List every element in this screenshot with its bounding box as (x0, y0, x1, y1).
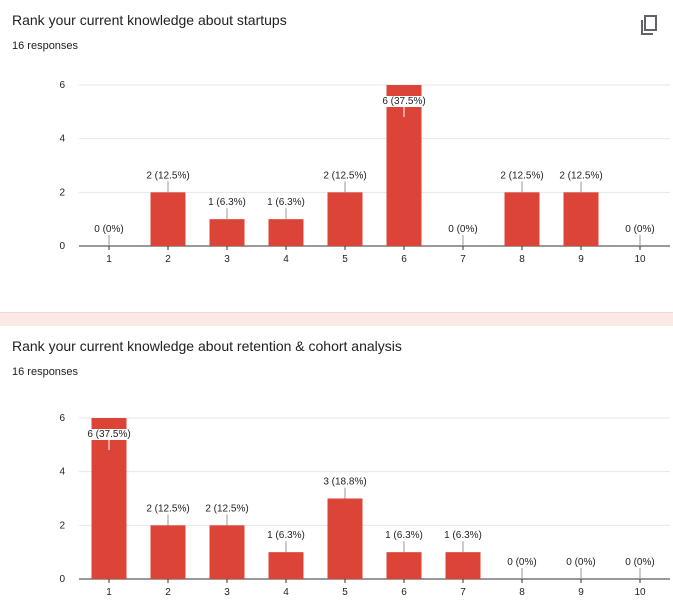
x-tick-label: 1 (106, 254, 112, 265)
data-label-background (322, 170, 368, 182)
data-label-background (145, 503, 191, 515)
y-tick-label: 6 (59, 80, 65, 91)
data-label: 0 (0%) (625, 224, 654, 235)
y-tick-label: 2 (59, 520, 65, 531)
x-tick-label: 4 (283, 254, 289, 265)
data-label-background (381, 96, 427, 107)
y-tick-label: 0 (59, 574, 65, 585)
bar-chart-retention: 0 2 4 6 1 6 (37.5%) 2 2 (12.5%) 3 2 (12.5%) 4 1 (6.… (59, 413, 670, 598)
question-title: Rank your current knowledge about startu… (12, 12, 287, 28)
x-tick-label: 2 (165, 587, 171, 598)
data-label: 2 (12.5%) (559, 170, 602, 181)
data-label: 1 (6.3%) (444, 530, 482, 541)
data-label-background (443, 530, 483, 542)
x-tick-label: 7 (460, 254, 466, 265)
y-tick-label: 6 (59, 413, 65, 424)
data-label: 2 (12.5%) (323, 170, 366, 181)
data-label-background (322, 476, 368, 488)
x-tick-label: 6 (401, 587, 407, 598)
x-tick-label: 10 (634, 254, 646, 265)
y-tick-label: 4 (59, 134, 65, 145)
data-label: 1 (6.3%) (208, 197, 246, 208)
data-label: 2 (12.5%) (500, 170, 543, 181)
bar[interactable] (327, 192, 363, 246)
data-label: 0 (0%) (448, 224, 477, 235)
question-title: Rank your current knowledge about retent… (12, 338, 402, 354)
data-label: 3 (18.8%) (323, 477, 366, 488)
bar[interactable] (268, 552, 304, 579)
data-label-background (86, 429, 132, 440)
copy-chart-button[interactable] (636, 12, 662, 38)
bar[interactable] (327, 498, 363, 580)
data-label: 1 (6.3%) (267, 530, 305, 541)
response-count: 16 responses (12, 40, 79, 52)
data-label-background (558, 170, 604, 182)
data-label-background (266, 197, 306, 209)
data-label-background (624, 557, 656, 568)
bar[interactable] (209, 525, 245, 579)
data-label-background (624, 224, 656, 235)
data-label: 2 (12.5%) (146, 503, 189, 514)
x-tick-label: 2 (165, 254, 171, 265)
data-label: 2 (12.5%) (146, 170, 189, 181)
data-label: 0 (0%) (94, 224, 123, 235)
data-label-background (204, 503, 250, 515)
x-tick-label: 8 (519, 587, 525, 598)
data-label-background (506, 557, 538, 568)
data-label-background (565, 557, 597, 568)
x-tick-label: 1 (106, 587, 112, 598)
bar[interactable] (268, 219, 304, 246)
data-label-background (447, 224, 479, 235)
x-tick-label: 9 (578, 587, 584, 598)
question-card-startups: Rank your current knowledge about startu… (12, 12, 670, 265)
data-label: 2 (12.5%) (205, 503, 248, 514)
y-tick-label: 0 (59, 241, 65, 252)
x-tick-label: 7 (460, 587, 466, 598)
question-card-retention: Rank your current knowledge about retent… (0, 326, 673, 604)
bar-chart-startups: 0 2 4 6 1 0 (0%) 2 2 (12.5%) 3 1 (6.3%) 4 1 (6.3%) 5… (59, 80, 670, 265)
data-label: 0 (0%) (625, 557, 654, 568)
data-label-background (93, 224, 125, 235)
data-label: 6 (37.5%) (382, 96, 425, 107)
x-tick-label: 8 (519, 254, 525, 265)
data-label: 1 (6.3%) (385, 530, 423, 541)
response-count: 16 responses (12, 366, 79, 378)
data-label: 6 (37.5%) (87, 429, 130, 440)
x-tick-label: 5 (342, 587, 348, 598)
bar[interactable] (563, 192, 599, 246)
bar[interactable] (386, 552, 422, 579)
data-label-background (266, 530, 306, 542)
x-tick-label: 3 (224, 254, 230, 265)
data-label-background (207, 197, 247, 209)
data-label-background (499, 170, 545, 182)
x-tick-label: 6 (401, 254, 407, 265)
data-label: 0 (0%) (566, 557, 595, 568)
y-tick-label: 2 (59, 187, 65, 198)
bar[interactable] (209, 219, 245, 246)
bar[interactable] (445, 552, 481, 579)
data-label: 0 (0%) (507, 557, 536, 568)
section-divider (0, 312, 673, 326)
x-tick-label: 4 (283, 587, 289, 598)
x-tick-label: 5 (342, 254, 348, 265)
copy-icon (641, 15, 657, 35)
bar[interactable] (150, 192, 186, 246)
data-label-background (384, 530, 424, 542)
bar[interactable] (504, 192, 540, 246)
data-label: 1 (6.3%) (267, 197, 305, 208)
y-tick-label: 4 (59, 467, 65, 478)
bar[interactable] (150, 525, 186, 579)
x-tick-label: 9 (578, 254, 584, 265)
x-tick-label: 10 (634, 587, 646, 598)
x-tick-label: 3 (224, 587, 230, 598)
data-label-background (145, 170, 191, 182)
